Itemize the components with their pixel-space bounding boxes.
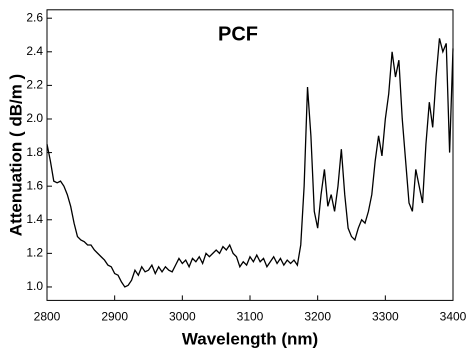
x-tick-label: 2900 xyxy=(101,310,128,324)
y-tick-label: 1.4 xyxy=(26,212,43,226)
line-series xyxy=(46,38,454,288)
y-tick-label: 2.4 xyxy=(26,44,43,58)
y-tick-label: 1.2 xyxy=(26,246,43,260)
y-axis-label: Attenuation ( dB/m ) xyxy=(6,74,25,236)
y-tick-label: 1.8 xyxy=(26,145,43,159)
x-tick-label: 3100 xyxy=(237,310,264,324)
x-tick-label: 3300 xyxy=(372,310,399,324)
x-axis-label: Wavelength (nm) xyxy=(182,329,318,348)
y-tick-label: 1.0 xyxy=(26,279,43,293)
x-tick-label: 3000 xyxy=(169,310,196,324)
x-tick-label: 2800 xyxy=(34,310,61,324)
x-tick-label: 3400 xyxy=(440,310,467,324)
y-tick-label: 2.0 xyxy=(26,111,43,125)
chart-title: PCF xyxy=(218,23,258,45)
y-tick-label: 2.6 xyxy=(26,10,43,24)
y-tick-label: 2.2 xyxy=(26,78,43,92)
x-tick-label: 3200 xyxy=(304,310,331,324)
y-tick-label: 1.6 xyxy=(26,178,43,192)
